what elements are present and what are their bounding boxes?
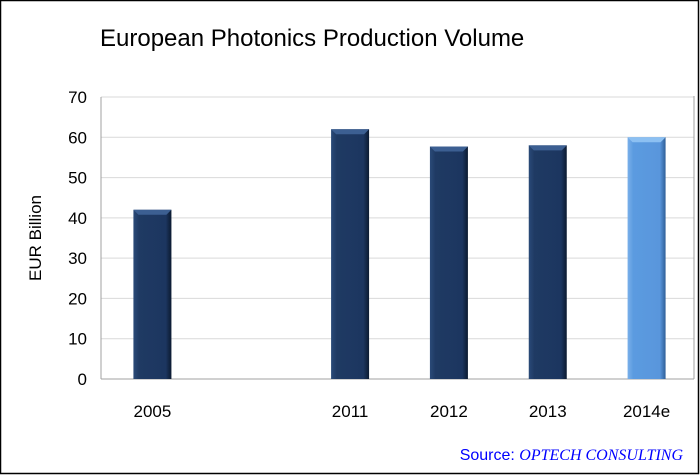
x-tick-label: 2005 [134, 402, 172, 421]
source-prefix: Source: [460, 447, 520, 464]
bar-2012 [429, 146, 468, 379]
bar-bevel [528, 145, 567, 151]
bar-bevel [429, 146, 468, 152]
x-tick-label: 2013 [529, 402, 567, 421]
x-tick-label: 2012 [430, 402, 468, 421]
y-tick-label: 70 [68, 88, 87, 107]
bar [627, 137, 666, 379]
bar-bevel [627, 137, 666, 143]
bar [331, 129, 370, 379]
y-tick-label: 40 [68, 209, 87, 228]
bar [429, 146, 468, 379]
y-tick-label: 30 [68, 249, 87, 268]
source-note: Source: OPTECH CONSULTING [460, 447, 684, 464]
bar-2005 [133, 209, 172, 379]
x-tick-label: 2011 [332, 402, 369, 421]
bar-2013 [528, 145, 567, 379]
y-tick-label: 10 [68, 330, 87, 349]
y-tick-label: 0 [78, 370, 87, 389]
source-name: OPTECH CONSULTING [519, 447, 683, 464]
chart-title: European Photonics Production Volume [100, 25, 524, 52]
y-axis-label: EUR Billion [26, 195, 45, 281]
y-tick-label: 20 [68, 289, 87, 308]
bar [133, 209, 172, 379]
y-tick-label: 60 [68, 128, 87, 147]
bar-bevel [133, 209, 172, 215]
bar-2011 [331, 129, 370, 379]
x-tick-label: 2014e [623, 402, 670, 421]
bar [528, 145, 567, 379]
bar-bevel [331, 129, 370, 135]
bar-2014e [627, 137, 666, 379]
y-tick-label: 50 [68, 169, 87, 188]
